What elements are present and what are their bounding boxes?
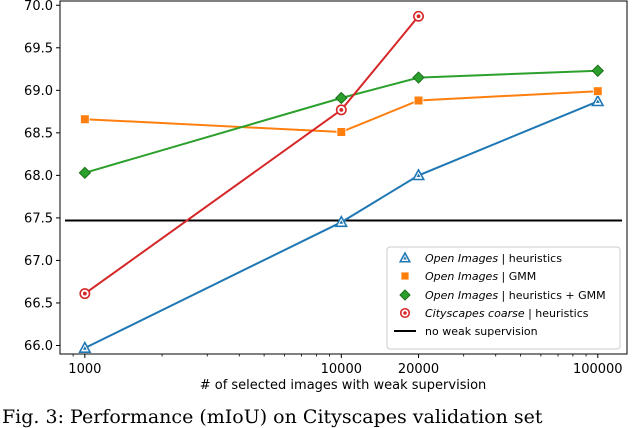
data-point-s1-3 (592, 86, 603, 96)
data-point-s3-0-inner (82, 291, 87, 296)
legend-marker-3-inner (403, 311, 407, 315)
x-tick-label: 20000 (398, 362, 439, 377)
data-point-s0-1 (334, 214, 348, 228)
data-point-s0-2-inner (416, 173, 421, 178)
legend-label-rest: | heuristics (525, 307, 589, 320)
series-line-0 (84, 100, 599, 349)
legend-label-reference: no weak supervision (425, 325, 538, 338)
data-point-s0-0-inner (82, 346, 87, 350)
axes-frame (59, 0, 628, 355)
legend-marker-1 (400, 271, 410, 281)
y-tick-label: 70.0 (24, 0, 53, 14)
data-point-s2-2 (412, 71, 425, 84)
line-chart: 66.0 66.5 67.0 67.5 68.0 68.5 69.0 69.5 70.0 1000… (24, 0, 628, 393)
x-tick-label: 100000 (573, 362, 623, 377)
figure-caption: Fig. 3: Performance (mIoU) on Cityscapes… (2, 406, 543, 428)
legend-box (386, 246, 621, 350)
data-point-s1-2 (413, 95, 424, 106)
data-point-s3-2-inner (416, 14, 421, 19)
legend-label-0: Open Images | heuristics (425, 252, 562, 265)
y-tick-label: 69.5 (24, 41, 53, 56)
data-point-s2-1 (335, 91, 348, 105)
series-line-1 (84, 90, 598, 134)
data-point-s2-3 (591, 64, 604, 77)
data-point-s1-0 (80, 114, 90, 125)
legend-label-2: Open Images | heuristics + GMM (425, 289, 606, 302)
data-point-s0-3 (591, 94, 605, 107)
legend-label-rest: | heuristics + GMM (498, 289, 606, 302)
y-tick-label: 66.0 (24, 339, 53, 354)
data-point-s2-0 (78, 166, 92, 180)
data-point-s3-0 (79, 288, 91, 300)
legend-label-italic: Cityscapes coarse (425, 307, 525, 320)
data-point-s0-1-inner (339, 220, 344, 224)
legend-marker-0 (398, 251, 412, 263)
y-tick-label: 68.5 (24, 126, 53, 141)
x-tick-label: 1000 (68, 362, 101, 377)
data-point-s0-3-inner (595, 99, 600, 104)
axis-ticks: 66.0 66.5 67.0 67.5 68.0 68.5 69.0 69.5 70.0 1000… (24, 0, 623, 377)
x-axis-label: # of selected images with weak supervisi… (200, 378, 487, 393)
data-point-s3-1 (335, 104, 347, 116)
data-point-s3-2 (413, 10, 424, 22)
series-line-3 (84, 15, 420, 295)
legend-label-rest: | GMM (498, 270, 536, 283)
legend-label-rest: | heuristics (498, 252, 562, 265)
y-tick-label: 69.0 (24, 84, 53, 99)
legend-marker-0-inner (403, 256, 407, 260)
series-line-2 (84, 69, 598, 174)
plot-area (65, 10, 622, 353)
legend-label-italic: Open Images (425, 252, 498, 265)
legend-label-3: Cityscapes coarse | heuristics (425, 307, 589, 320)
legend-label-italic: Open Images (425, 270, 498, 283)
data-point-s3-1-inner (339, 107, 344, 112)
data-point-s0-0 (78, 340, 92, 353)
y-tick-label: 68.0 (24, 169, 53, 184)
legend-label-1: Open Images | GMM (425, 270, 536, 283)
legend-marker-2 (399, 289, 411, 301)
data-point-s0-2 (411, 168, 426, 181)
y-tick-label: 66.5 (24, 296, 53, 311)
legend-marker-3 (399, 307, 411, 319)
y-tick-label: 67.5 (24, 211, 53, 226)
legend-label-italic: Open Images (425, 289, 498, 302)
x-tick-label: 10000 (321, 362, 362, 377)
y-tick-label: 67.0 (24, 254, 53, 269)
data-point-s1-1 (336, 127, 347, 137)
